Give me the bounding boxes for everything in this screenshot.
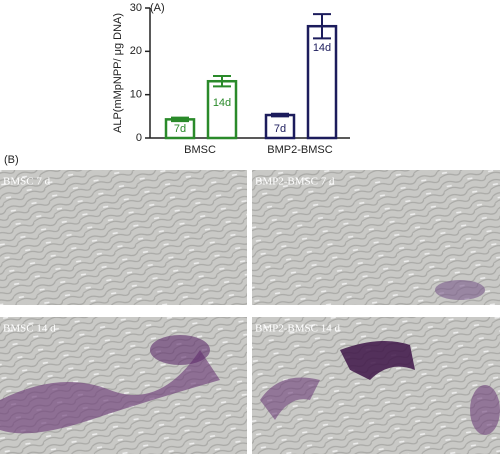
micrograph-caption: BMP2-BMSC 14 d: [255, 323, 340, 335]
y-tick-label: 20: [130, 45, 142, 57]
panel-label: (A): [150, 2, 165, 14]
micrograph: [252, 317, 500, 454]
micrograph: [252, 170, 500, 305]
bar: [206, 79, 238, 140]
error-bar: [171, 116, 189, 123]
x-tick-label: BMP2-BMSC: [267, 144, 332, 156]
y-axis-label: ALP(mMpNPP/ μg DNA): [112, 13, 124, 133]
bar-label: 14d: [213, 97, 231, 109]
y-tick-label: 30: [130, 2, 142, 14]
micrograph: [0, 317, 247, 454]
bar-label: 14d: [313, 42, 331, 54]
bar-label: 7d: [174, 123, 186, 135]
error-bar: [313, 13, 331, 40]
error-bar: [213, 75, 231, 88]
micrograph-caption: BMSC 7 d: [3, 176, 51, 188]
bar-label: 7d: [274, 123, 286, 135]
y-tick-label: 10: [130, 89, 142, 101]
micrograph-caption: BMSC 14 d: [3, 323, 56, 335]
micrograph: [0, 170, 247, 305]
micrograph-caption: BMP2-BMSC 7 d: [255, 176, 335, 188]
bar: [306, 24, 338, 140]
error-bar: [271, 112, 289, 118]
x-tick-label: BMSC: [184, 144, 216, 156]
y-tick-label: 0: [136, 132, 142, 144]
panel-label: (B): [4, 154, 19, 166]
